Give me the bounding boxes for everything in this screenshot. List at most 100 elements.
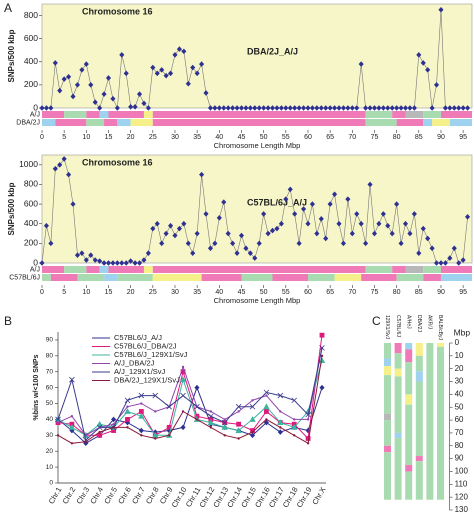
x-tick-label: 50 xyxy=(260,289,268,296)
x-tick-label: 75 xyxy=(371,289,379,296)
marker xyxy=(327,105,333,111)
y-tick-label: 40 xyxy=(46,416,54,423)
marker xyxy=(221,105,227,111)
legend-label: A/J_DBA/2J xyxy=(114,358,155,367)
marker xyxy=(136,91,143,97)
marker xyxy=(168,70,174,77)
marker xyxy=(83,257,89,263)
track-label: C57BL/6J xyxy=(9,274,40,281)
marker xyxy=(278,220,284,227)
marker xyxy=(345,105,351,111)
y-tick-label: 120 xyxy=(455,492,469,501)
y-tick-label: 80 xyxy=(46,353,54,360)
marker xyxy=(190,64,196,71)
column-band xyxy=(394,376,402,433)
marker xyxy=(305,411,311,418)
marker xyxy=(465,105,471,111)
x-tick-label: 40 xyxy=(215,289,223,296)
track-band xyxy=(423,119,433,126)
marker xyxy=(293,418,296,421)
marker xyxy=(420,225,426,232)
marker xyxy=(416,52,422,58)
marker xyxy=(52,165,58,172)
marker xyxy=(230,105,236,111)
x-tick-label: 60 xyxy=(304,134,312,141)
marker xyxy=(70,201,76,207)
x-tick-label: 25 xyxy=(149,289,157,296)
marker xyxy=(235,427,242,433)
x-axis-label: Chromosome Length Mbp xyxy=(214,141,301,150)
marker xyxy=(181,410,185,413)
marker xyxy=(277,419,284,425)
marker xyxy=(279,410,282,413)
column-band xyxy=(426,343,434,500)
x-tick-label: 20 xyxy=(127,134,135,141)
marker xyxy=(398,240,404,247)
marker xyxy=(433,260,440,266)
marker xyxy=(283,105,289,111)
marker xyxy=(292,105,298,111)
marker xyxy=(249,416,256,422)
column-band xyxy=(405,465,413,472)
marker xyxy=(68,424,76,430)
x-axis-label: Chromosome Length Mbp xyxy=(214,296,301,305)
x-tick-label: Chr.5 xyxy=(102,485,119,505)
marker xyxy=(203,211,209,217)
marker xyxy=(277,429,283,435)
track-band xyxy=(440,274,472,281)
marker xyxy=(376,220,382,227)
x-tick-label: 30 xyxy=(171,289,179,296)
marker xyxy=(61,156,67,162)
x-tick-label: 55 xyxy=(282,134,290,141)
marker xyxy=(287,105,293,111)
marker xyxy=(256,105,262,111)
marker xyxy=(263,419,269,426)
y-tick-label: 0 xyxy=(49,480,53,487)
marker xyxy=(207,105,213,111)
track-band xyxy=(405,111,424,118)
x-tick-label: Chr.8 xyxy=(144,485,161,505)
marker xyxy=(283,196,289,202)
marker xyxy=(367,105,373,111)
track-band xyxy=(307,274,335,281)
track-band xyxy=(117,119,131,126)
marker xyxy=(79,67,85,73)
marker xyxy=(238,105,245,111)
marker xyxy=(235,403,242,410)
column-band xyxy=(415,371,423,382)
track-band xyxy=(206,119,366,126)
marker xyxy=(256,240,262,247)
marker xyxy=(442,260,448,266)
column-band xyxy=(384,413,391,421)
y-tick-label: 100 xyxy=(455,467,469,476)
x-tick-label: 90 xyxy=(437,134,445,141)
column-band xyxy=(394,353,402,369)
x-tick-label: 40 xyxy=(215,134,223,141)
marker xyxy=(274,225,280,232)
column-band xyxy=(405,471,413,500)
marker xyxy=(119,52,125,58)
marker xyxy=(265,418,268,421)
column-band xyxy=(437,346,444,500)
marker xyxy=(70,93,76,100)
marker xyxy=(293,434,296,437)
y-tick-label: 50 xyxy=(46,400,54,407)
marker xyxy=(319,345,325,351)
marker xyxy=(320,354,324,358)
marker xyxy=(314,230,320,237)
x-tick-label: 0 xyxy=(40,289,44,296)
column-band xyxy=(415,381,423,457)
x-tick-label: 90 xyxy=(437,289,445,296)
marker xyxy=(39,260,45,266)
x-tick-label: 15 xyxy=(105,289,113,296)
marker xyxy=(74,82,81,88)
x-tick-label: 70 xyxy=(348,289,356,296)
marker xyxy=(237,410,240,413)
track-band xyxy=(77,274,105,281)
chart-title: Chromosome 16 xyxy=(82,157,153,167)
marker xyxy=(48,105,54,111)
x-tick-label: 35 xyxy=(193,289,201,296)
marker xyxy=(154,70,160,77)
marker xyxy=(221,424,228,430)
track-band xyxy=(440,111,472,118)
